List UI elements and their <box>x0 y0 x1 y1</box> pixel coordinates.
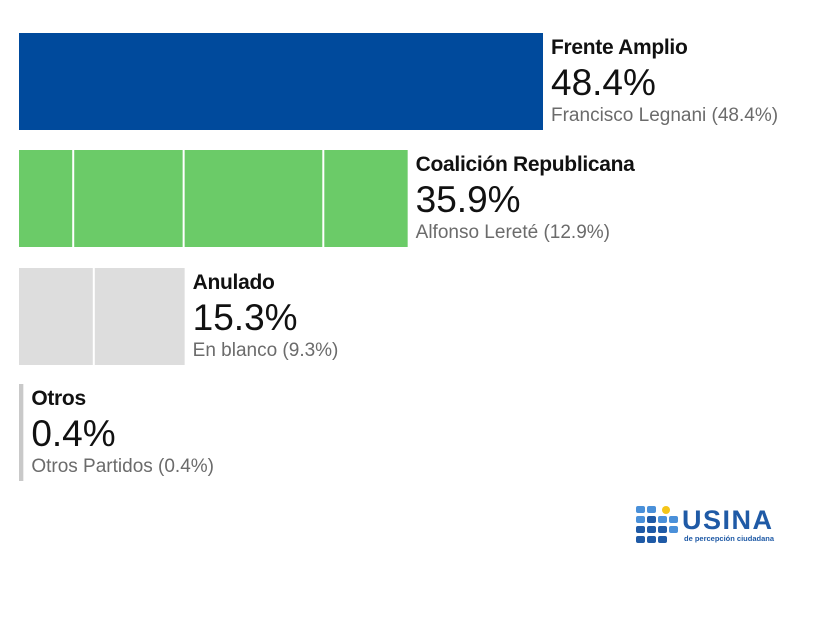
category-label: Otros <box>31 387 86 410</box>
usina-logo: USINA de percepción ciudadana <box>636 505 786 545</box>
bar-label-group: Anulado 15.3% En blanco (9.3%) <box>193 270 339 364</box>
detail-label: Alfonso Lereté (12.9%) <box>415 222 610 243</box>
results-chart <box>19 33 543 481</box>
bar-label-group: Otros 0.4% Otros Partidos (0.4%) <box>31 386 214 480</box>
bar-segment <box>184 150 323 247</box>
bar-segment <box>94 268 185 365</box>
bar-segment <box>74 150 183 247</box>
usina-logo-icon <box>636 506 678 543</box>
bar-segment <box>324 150 408 247</box>
value-label: 15.3% <box>192 297 298 338</box>
value-label: 48.4% <box>551 62 656 103</box>
bar-segment <box>19 150 73 247</box>
detail-label: Francisco Legnani (48.4%) <box>551 105 779 126</box>
category-label: Anulado <box>192 271 275 294</box>
bar-segment <box>19 268 93 365</box>
detail-label: En blanco (9.3%) <box>192 340 339 361</box>
category-label: Frente Amplio <box>551 36 688 59</box>
value-label: 35.9% <box>415 179 521 220</box>
value-label: 0.4% <box>31 413 116 454</box>
usina-wordmark: USINA <box>682 505 774 535</box>
detail-label: Otros Partidos (0.4%) <box>31 456 214 477</box>
category-label: Coalición Republicana <box>415 153 635 176</box>
bar-segment <box>19 384 24 481</box>
bar-label-group: Coalición Republicana 35.9% Alfonso Lereté… <box>416 152 635 246</box>
bar-segment <box>19 33 543 130</box>
bar-label-group: Frente Amplio 48.4% Francisco Legnani (48.… <box>551 35 778 129</box>
usina-tagline: de percepción ciudadana <box>684 534 775 543</box>
